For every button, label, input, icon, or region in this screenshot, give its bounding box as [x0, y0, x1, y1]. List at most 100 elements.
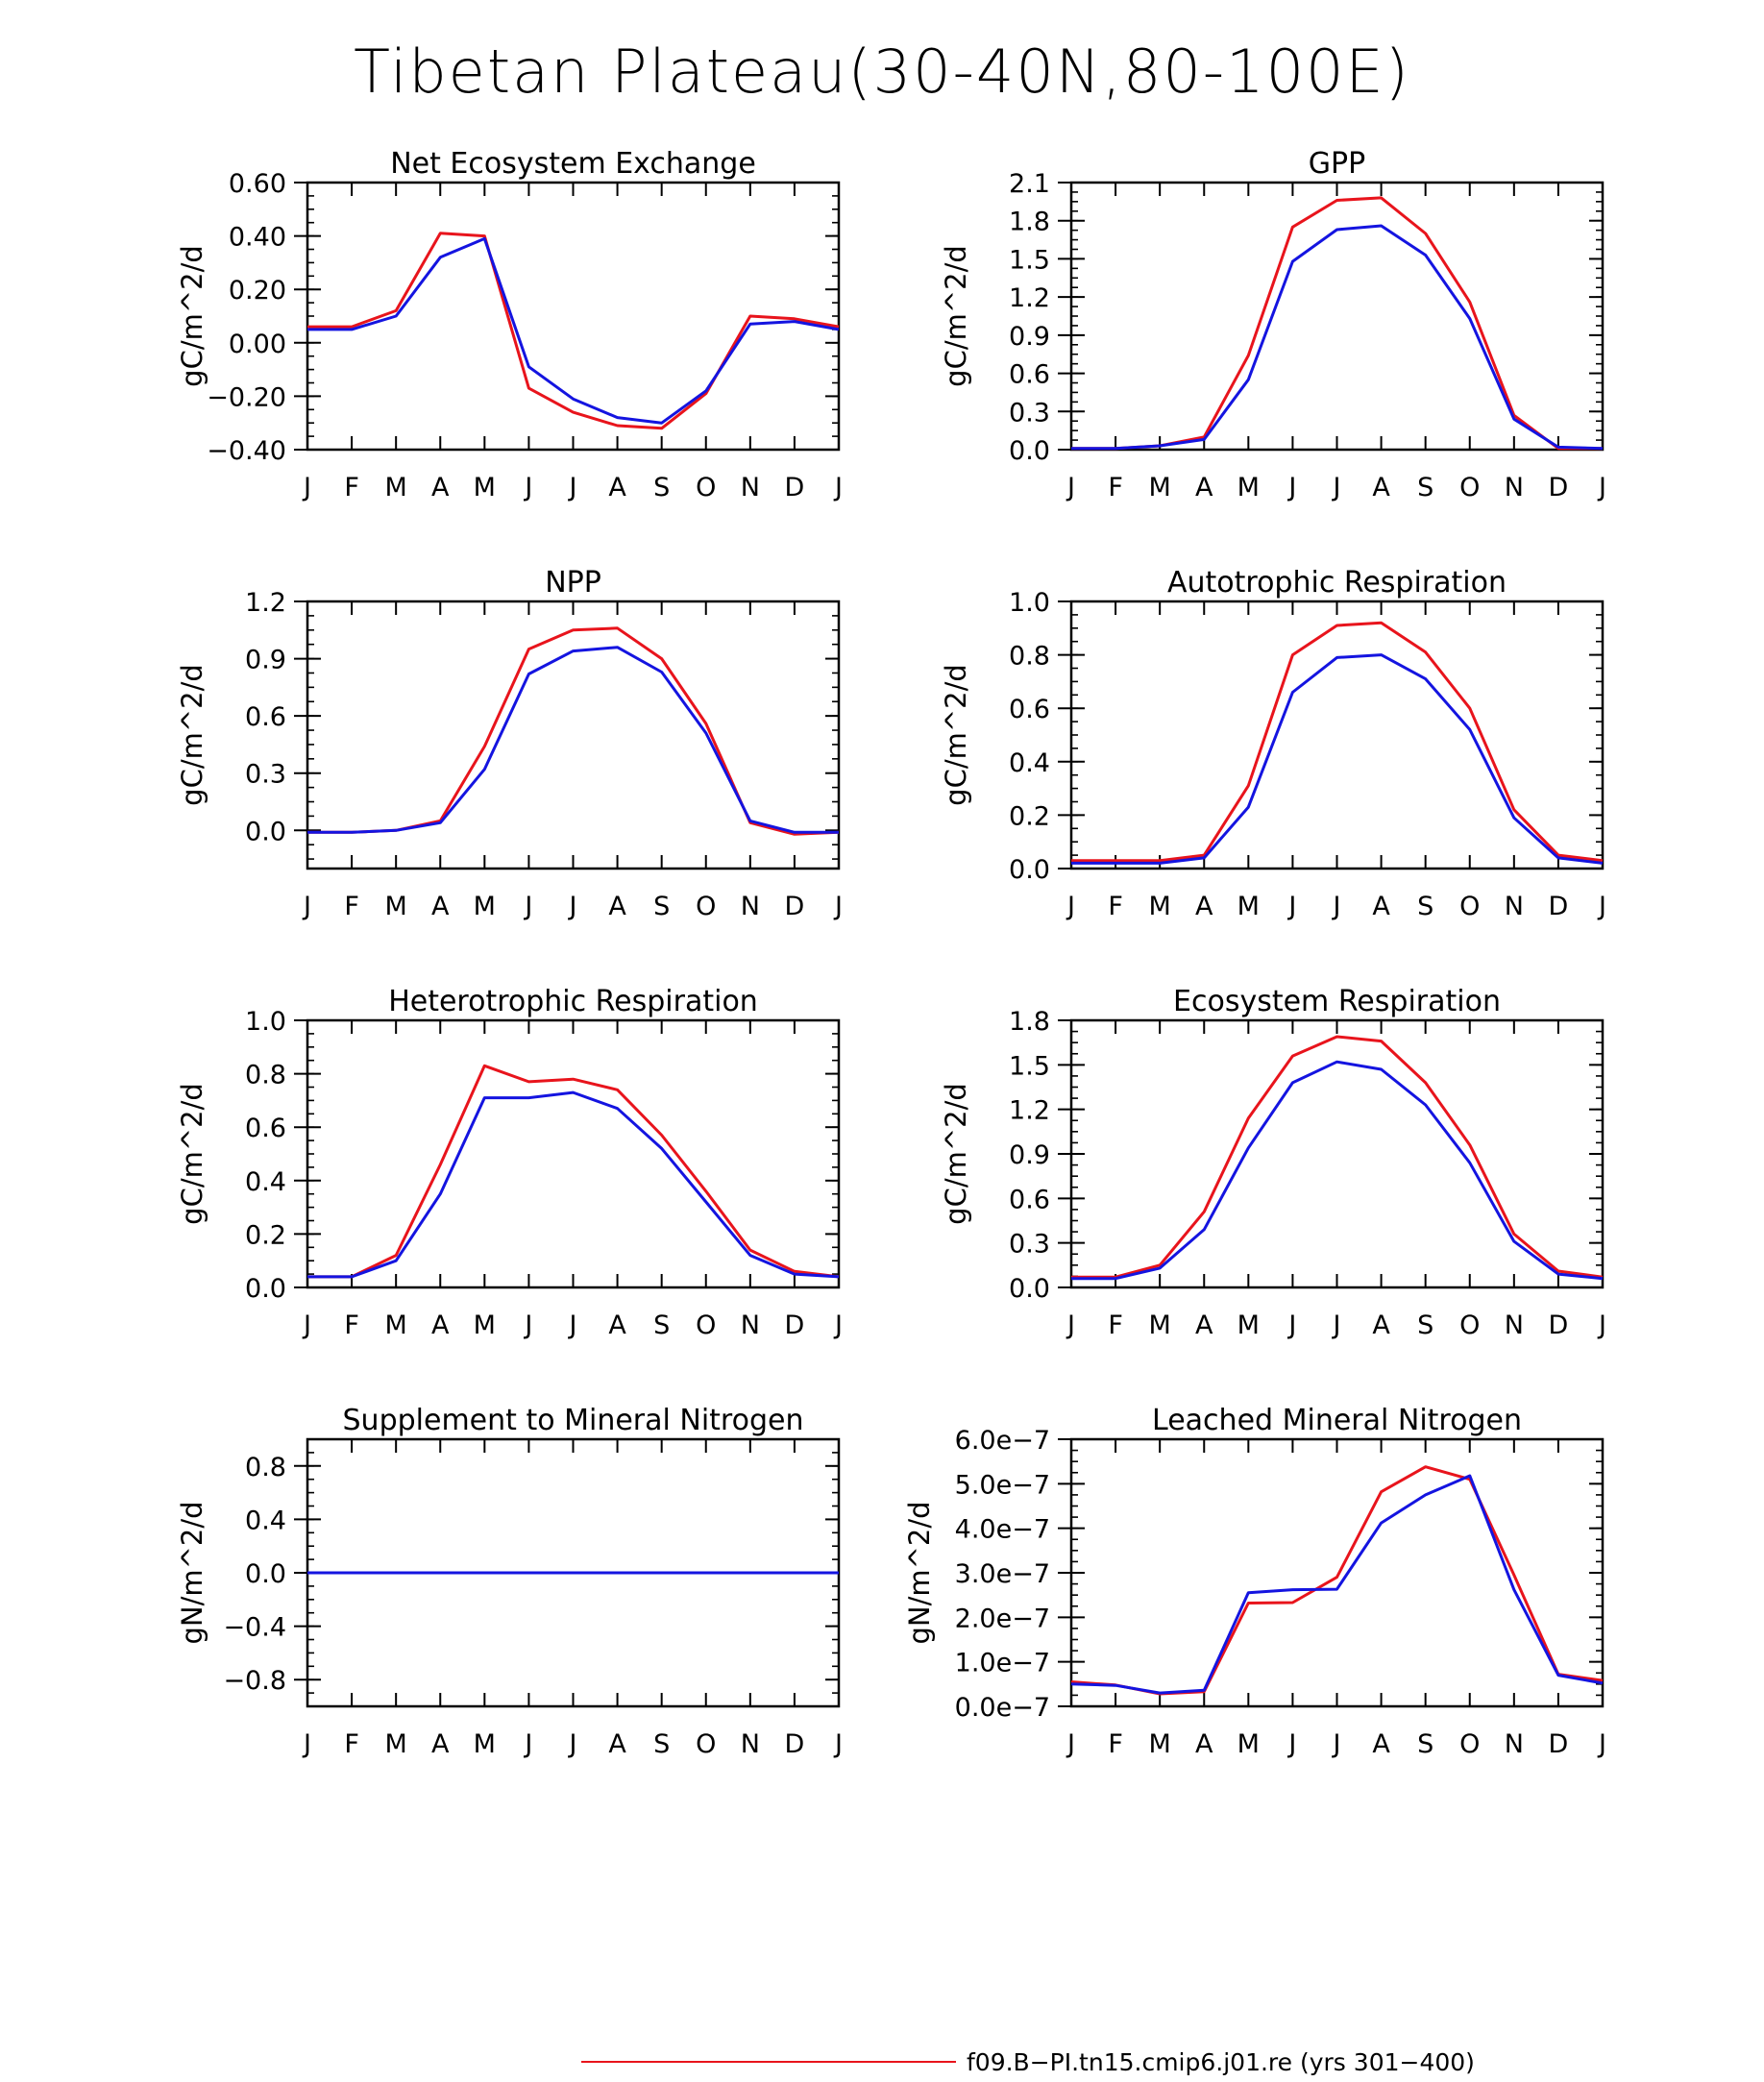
- y-tick-label: 1.2: [245, 588, 286, 618]
- y-tick-label: 0.8: [245, 1061, 286, 1090]
- month-label: J: [1597, 1310, 1606, 1340]
- y-tick-label: 0.0: [245, 1274, 286, 1304]
- y-tick-label: 0.20: [229, 276, 286, 306]
- month-label: A: [431, 1729, 450, 1759]
- month-label: O: [1459, 892, 1480, 921]
- y-axis-label: gN/m^2/d: [903, 1501, 936, 1644]
- month-label: J: [1332, 473, 1341, 502]
- panel-title: Autotrophic Respiration: [1167, 566, 1507, 600]
- y-tick-label: 1.0: [1009, 588, 1050, 618]
- month-label: A: [608, 1729, 626, 1759]
- y-tick-label: 0.6: [1009, 695, 1050, 724]
- panel-title: Ecosystem Respiration: [1173, 985, 1501, 1018]
- y-tick-label: −0.20: [207, 382, 286, 412]
- y-tick-label: 1.5: [1009, 1051, 1050, 1081]
- y-tick-label: 1.0e−7: [955, 1649, 1050, 1678]
- plot-frame: [1069, 181, 1605, 452]
- month-label: S: [653, 1729, 670, 1759]
- series-line-blue: [1071, 653, 1604, 865]
- month-label: N: [741, 1729, 760, 1759]
- y-tick-label: 0.4: [245, 1506, 286, 1535]
- month-label: J: [302, 1310, 311, 1340]
- y-tick-label: −0.40: [207, 436, 286, 466]
- month-label: J: [1597, 473, 1606, 502]
- y-axis-label: gC/m^2/d: [940, 1083, 972, 1225]
- month-label: M: [385, 473, 407, 502]
- month-label: S: [1417, 1310, 1433, 1340]
- month-label: F: [344, 892, 359, 921]
- month-label: J: [1286, 1310, 1296, 1340]
- month-label: D: [785, 1310, 805, 1340]
- month-label: A: [1372, 473, 1390, 502]
- month-label: O: [696, 1310, 716, 1340]
- series-line-red: [307, 1064, 840, 1279]
- month-label: M: [1237, 1310, 1260, 1340]
- month-label: F: [344, 1729, 359, 1759]
- panel-title: Net Ecosystem Exchange: [390, 147, 756, 181]
- month-label: A: [608, 1310, 626, 1340]
- month-label: J: [1066, 1310, 1075, 1340]
- month-label: A: [1195, 473, 1213, 502]
- month-label: J: [302, 473, 311, 502]
- y-tick-label: 0.0: [1009, 855, 1050, 885]
- panel-title: Supplement to Mineral Nitrogen: [343, 1404, 804, 1437]
- month-label: S: [1417, 1729, 1433, 1759]
- month-label: J: [1286, 473, 1296, 502]
- month-label: J: [523, 892, 532, 921]
- y-tick-label: 0.6: [245, 1114, 286, 1143]
- plot-frame: [1069, 1437, 1605, 1708]
- month-label: O: [696, 892, 716, 921]
- month-label: N: [1505, 892, 1524, 921]
- month-label: A: [1372, 1310, 1390, 1340]
- month-label: F: [1108, 473, 1123, 502]
- month-label: M: [474, 1310, 496, 1340]
- panel-7: −0.8−0.40.00.40.8J F M A M J J A S O N D JSupplement…: [176, 1404, 843, 1759]
- y-tick-label: 0.9: [245, 646, 286, 675]
- y-tick-label: 1.2: [1009, 1096, 1050, 1126]
- month-label: J: [833, 1729, 843, 1759]
- month-label: M: [385, 1729, 407, 1759]
- series-line-red: [1071, 1035, 1604, 1279]
- month-label: J: [1332, 1310, 1341, 1340]
- month-label: M: [474, 892, 496, 921]
- series-line-blue: [307, 1090, 840, 1279]
- legend: f09.B−PI.tn15.cmip6.j01.re (yrs 301−400): [581, 2048, 1475, 2076]
- month-label: J: [568, 473, 577, 502]
- month-label: A: [1372, 892, 1390, 921]
- y-tick-label: 4.0e−7: [955, 1515, 1050, 1545]
- panel-2: 0.00.30.60.91.21.51.82.1J F M A M J J A S O N D JGPP…: [940, 147, 1606, 502]
- series-line-blue: [1070, 1474, 1604, 1695]
- y-tick-label: 0.9: [1009, 322, 1050, 352]
- series-line-red: [1071, 621, 1604, 863]
- panel-1: −0.40−0.200.000.200.400.60J F M A M J J A S O N D JN…: [176, 147, 843, 502]
- month-label: A: [1195, 892, 1213, 921]
- month-label: M: [385, 1310, 407, 1340]
- month-label: J: [568, 892, 577, 921]
- month-label: J: [523, 473, 532, 502]
- month-label: J: [1066, 473, 1075, 502]
- month-label: O: [696, 1729, 716, 1759]
- y-tick-label: 1.5: [1009, 245, 1050, 275]
- y-axis-label: gC/m^2/d: [176, 664, 208, 806]
- series-line-red: [307, 232, 840, 430]
- series-line-red: [1071, 196, 1603, 451]
- month-label: M: [1237, 892, 1260, 921]
- panel-5: 0.00.20.40.60.81.0J F M A M J J A S O N D JHeterotro…: [176, 985, 843, 1340]
- month-label: J: [302, 892, 311, 921]
- y-tick-label: 2.1: [1009, 169, 1050, 199]
- month-label: D: [1549, 1310, 1569, 1340]
- month-label: J: [302, 1729, 311, 1759]
- month-label: J: [523, 1310, 532, 1340]
- month-label: D: [785, 892, 805, 921]
- panel-title: Leached Mineral Nitrogen: [1152, 1404, 1522, 1437]
- month-label: D: [785, 1729, 805, 1759]
- y-tick-label: 0.0: [245, 1559, 286, 1589]
- month-label: O: [1459, 473, 1480, 502]
- y-tick-label: 0.6: [245, 702, 286, 732]
- month-label: A: [608, 473, 626, 502]
- month-label: J: [1286, 1729, 1296, 1759]
- y-tick-label: 1.0: [245, 1007, 286, 1037]
- month-label: A: [1372, 1729, 1390, 1759]
- month-label: M: [474, 1729, 496, 1759]
- y-tick-label: 0.0e−7: [955, 1693, 1050, 1723]
